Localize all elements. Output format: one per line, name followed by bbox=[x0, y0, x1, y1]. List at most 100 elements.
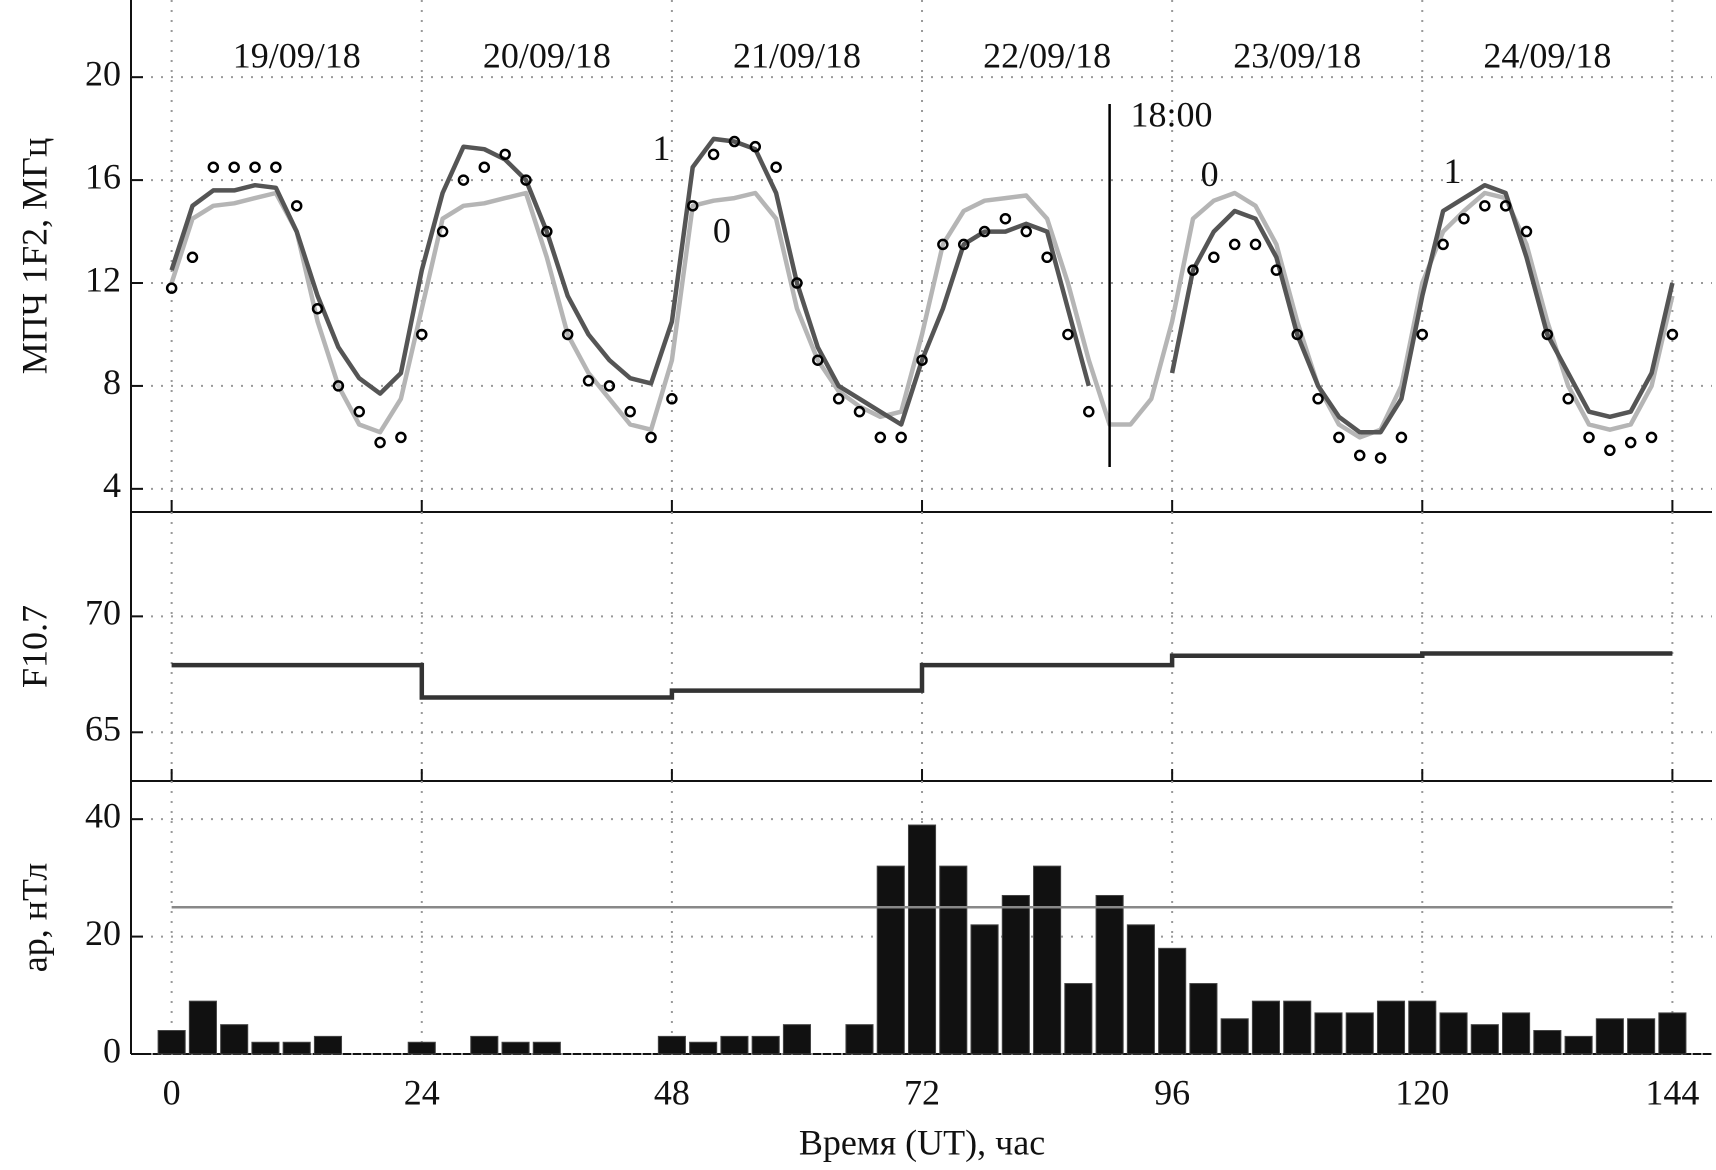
bar bbox=[1033, 865, 1062, 1055]
bar bbox=[1095, 894, 1124, 1055]
data-point bbox=[666, 393, 678, 405]
data-point bbox=[999, 212, 1012, 225]
data-point bbox=[1437, 238, 1449, 251]
bar bbox=[907, 824, 937, 1055]
y-tick-label: 20 bbox=[85, 53, 121, 93]
data-point bbox=[1520, 225, 1533, 238]
data-point bbox=[1624, 436, 1637, 449]
y-axis-label: ap, нТл bbox=[14, 863, 54, 972]
data-point bbox=[270, 161, 282, 173]
bar bbox=[1126, 924, 1155, 1055]
bar bbox=[188, 1000, 217, 1055]
y-tick-label: 65 bbox=[85, 709, 121, 749]
bar bbox=[751, 1035, 780, 1055]
data-point bbox=[165, 282, 178, 294]
data-point bbox=[1645, 431, 1658, 444]
annotation: 22/09/18 bbox=[983, 35, 1111, 75]
data-point bbox=[1228, 238, 1241, 251]
annotation: 24/09/18 bbox=[1483, 35, 1611, 75]
data-point bbox=[1374, 452, 1387, 464]
bar bbox=[1345, 1012, 1374, 1055]
data-point bbox=[1187, 264, 1199, 276]
bar bbox=[1251, 1000, 1280, 1055]
data-point bbox=[770, 161, 782, 173]
data-point bbox=[541, 225, 553, 238]
data-point bbox=[436, 225, 449, 238]
data-point bbox=[895, 431, 907, 444]
data-point bbox=[416, 328, 428, 341]
x-tick-label: 24 bbox=[404, 1072, 440, 1112]
x-tick-label: 144 bbox=[1645, 1072, 1699, 1112]
data-point bbox=[1583, 431, 1595, 444]
data-point bbox=[791, 277, 803, 289]
data-point bbox=[249, 161, 261, 173]
data-point bbox=[1291, 328, 1303, 341]
bar bbox=[845, 1024, 874, 1055]
data-point bbox=[1270, 264, 1283, 276]
bar bbox=[407, 1041, 436, 1055]
data-point bbox=[353, 405, 365, 418]
data-point bbox=[749, 140, 762, 153]
data-point bbox=[624, 405, 636, 418]
bar bbox=[313, 1035, 343, 1055]
data-point bbox=[332, 380, 345, 392]
data-point bbox=[395, 431, 407, 444]
data-point bbox=[499, 148, 511, 161]
data-point bbox=[916, 354, 928, 366]
bar bbox=[1408, 1000, 1437, 1055]
bar bbox=[1158, 947, 1187, 1055]
data-point bbox=[1062, 328, 1074, 341]
step-line bbox=[171, 651, 1673, 700]
data-point bbox=[1041, 251, 1053, 264]
data-point bbox=[1666, 328, 1679, 341]
x-tick-label: 0 bbox=[163, 1072, 181, 1112]
data-point bbox=[1353, 449, 1366, 462]
x-tick-label: 96 bbox=[1154, 1072, 1190, 1112]
data-point bbox=[1333, 431, 1345, 444]
y-tick-label: 20 bbox=[85, 913, 121, 953]
bar bbox=[251, 1041, 280, 1055]
data-point bbox=[686, 200, 699, 212]
data-point bbox=[1249, 238, 1262, 251]
bar bbox=[970, 924, 999, 1055]
x-tick-label: 120 bbox=[1395, 1072, 1449, 1112]
bar bbox=[657, 1035, 686, 1055]
annotation: 0 bbox=[713, 210, 731, 250]
y-tick-label: 0 bbox=[103, 1030, 121, 1070]
data-point bbox=[457, 174, 470, 186]
annotation: 1 bbox=[652, 128, 670, 168]
annotation: 18:00 bbox=[1130, 95, 1212, 135]
data-point bbox=[374, 436, 386, 449]
bar bbox=[1376, 1000, 1406, 1055]
bar bbox=[1283, 1000, 1312, 1055]
data-point bbox=[707, 148, 720, 161]
y-tick-label: 40 bbox=[85, 795, 121, 835]
bar bbox=[1533, 1030, 1562, 1055]
bar bbox=[157, 1030, 186, 1055]
data-point bbox=[1562, 393, 1574, 405]
bar bbox=[1001, 894, 1030, 1055]
data-point bbox=[207, 161, 220, 173]
data-point bbox=[978, 225, 991, 238]
annotation: 1 bbox=[1443, 151, 1461, 191]
x-tick-label: 48 bbox=[654, 1072, 690, 1112]
y-tick-label: 16 bbox=[85, 156, 121, 196]
bar bbox=[282, 1041, 311, 1055]
data-point bbox=[520, 174, 532, 186]
bar bbox=[1064, 983, 1093, 1055]
data-point bbox=[832, 393, 845, 405]
bar bbox=[689, 1041, 718, 1055]
data-point bbox=[1499, 200, 1512, 212]
bar bbox=[1502, 1012, 1531, 1055]
data-point bbox=[853, 405, 866, 418]
data-point bbox=[728, 135, 741, 148]
y-tick-label: 8 bbox=[103, 362, 121, 402]
bar bbox=[1658, 1012, 1687, 1055]
data-point bbox=[1479, 200, 1491, 212]
data-point bbox=[874, 431, 887, 444]
y-tick-label: 12 bbox=[85, 259, 121, 299]
data-point bbox=[1541, 328, 1554, 341]
bar bbox=[1314, 1012, 1343, 1055]
data-point bbox=[603, 380, 616, 392]
